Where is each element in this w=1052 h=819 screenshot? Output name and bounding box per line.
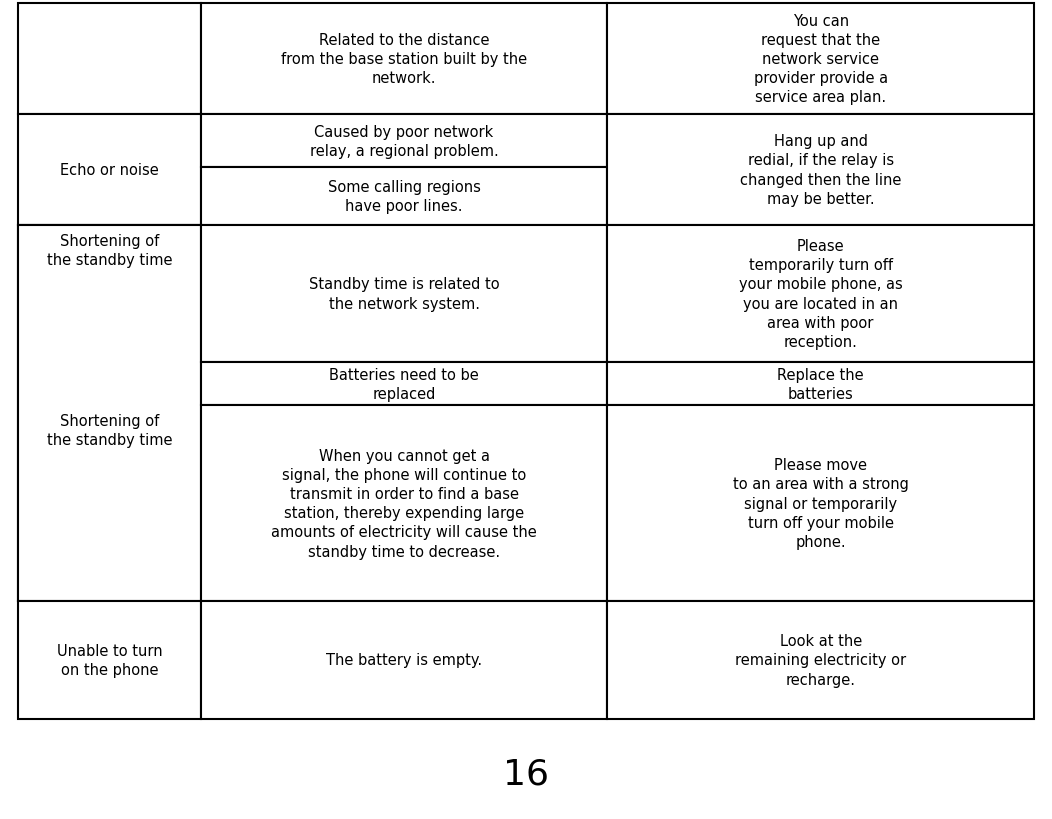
Bar xyxy=(607,601,1034,719)
Bar xyxy=(18,226,201,601)
Text: Shortening of
the standby time: Shortening of the standby time xyxy=(46,233,173,268)
Bar xyxy=(201,406,607,601)
Bar xyxy=(201,601,607,719)
Bar xyxy=(607,363,1034,406)
Text: When you cannot get a
signal, the phone will continue to
transmit in order to fi: When you cannot get a signal, the phone … xyxy=(271,448,537,559)
Text: Hang up and
redial, if the relay is
changed then the line
may be better.: Hang up and redial, if the relay is chan… xyxy=(740,134,902,206)
Text: Caused by poor network
relay, a regional problem.: Caused by poor network relay, a regional… xyxy=(309,124,499,159)
Text: You can
request that the
network service
provider provide a
service area plan.: You can request that the network service… xyxy=(753,14,888,106)
Bar xyxy=(201,4,607,115)
Text: Shortening of
the standby time: Shortening of the standby time xyxy=(46,414,173,447)
Text: Unable to turn
on the phone: Unable to turn on the phone xyxy=(57,643,162,677)
Text: Related to the distance
from the base station built by the
network.: Related to the distance from the base st… xyxy=(281,33,527,86)
Text: Echo or noise: Echo or noise xyxy=(60,163,159,178)
Text: Look at the
remaining electricity or
recharge.: Look at the remaining electricity or rec… xyxy=(735,633,906,687)
Text: Please move
to an area with a strong
signal or temporarily
turn off your mobile
: Please move to an area with a strong sig… xyxy=(732,458,909,550)
Bar xyxy=(607,226,1034,363)
Bar xyxy=(18,601,201,719)
Text: Some calling regions
have poor lines.: Some calling regions have poor lines. xyxy=(327,180,481,214)
Bar xyxy=(201,363,607,406)
Text: Standby time is related to
the network system.: Standby time is related to the network s… xyxy=(309,277,500,311)
Text: 16: 16 xyxy=(503,757,549,791)
Bar xyxy=(607,115,1034,226)
Bar xyxy=(18,226,201,601)
Bar xyxy=(607,406,1034,601)
Text: Batteries need to be
replaced: Batteries need to be replaced xyxy=(329,367,479,401)
Bar xyxy=(18,115,201,226)
Text: Replace the
batteries: Replace the batteries xyxy=(777,367,864,401)
Bar xyxy=(607,4,1034,115)
Text: Please
temporarily turn off
your mobile phone, as
you are located in an
area wit: Please temporarily turn off your mobile … xyxy=(739,239,903,350)
Bar xyxy=(18,4,201,115)
Bar xyxy=(201,115,607,168)
Text: The battery is empty.: The battery is empty. xyxy=(326,653,482,667)
Bar xyxy=(201,226,607,363)
Bar xyxy=(201,168,607,226)
